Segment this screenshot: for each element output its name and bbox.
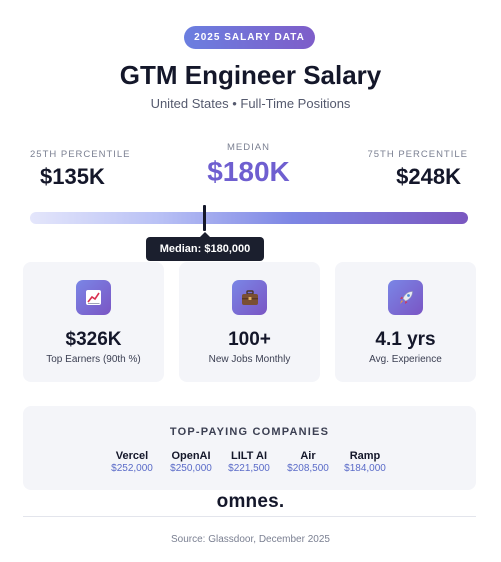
company-name: Ramp (349, 450, 381, 462)
company-name: Air (300, 450, 316, 462)
briefcase-icon (232, 280, 267, 315)
company-item: Vercel $252,000 (97, 450, 167, 474)
stat-label: New Jobs Monthly (208, 354, 291, 365)
company-salary: $184,000 (344, 463, 386, 474)
omnes-logo: omnes. (216, 491, 285, 512)
stat-card-top-earners: $326K Top Earners (90th %) (23, 262, 164, 382)
median-value: $180K (207, 156, 290, 187)
company-name: Vercel (115, 450, 149, 462)
company-salary: $252,000 (111, 463, 153, 474)
company-name: OpenAI (171, 450, 211, 462)
stat-value: $326K (65, 329, 122, 350)
company-item: Air $208,500 (273, 450, 343, 474)
company-salary: $221,500 (228, 463, 270, 474)
median-marker (203, 205, 206, 231)
salary-range-bar (30, 212, 468, 224)
p75-label: 75TH PERCENTILE (367, 149, 468, 160)
page-title: GTM Engineer Salary (119, 60, 382, 90)
stat-card-new-jobs: 100+ New Jobs Monthly (179, 262, 320, 382)
page-subtitle: United States • Full-Time Positions (150, 96, 351, 111)
rocket-icon (388, 280, 423, 315)
company-item: Ramp $184,000 (330, 450, 400, 474)
p25-value: $135K (40, 164, 105, 189)
footer-divider (23, 516, 476, 517)
p75-value: $248K (396, 164, 461, 189)
stat-label: Avg. Experience (369, 354, 442, 365)
median-label: MEDIAN (227, 142, 270, 153)
chart-increasing-icon (76, 280, 111, 315)
p25-label: 25TH PERCENTILE (30, 149, 131, 160)
company-name: LILT AI (230, 450, 268, 462)
companies-title: TOP-PAYING COMPANIES (169, 426, 330, 438)
company-salary: $250,000 (170, 463, 212, 474)
company-item: LILT AI $221,500 (214, 450, 284, 474)
stat-card-experience: 4.1 yrs Avg. Experience (335, 262, 476, 382)
top-paying-companies-panel: TOP-PAYING COMPANIES Vercel $252,000 Ope… (23, 406, 476, 490)
median-tooltip: Median: $180,000 (146, 232, 264, 261)
source-note: Source: Glassdoor, December 2025 (171, 534, 330, 545)
company-item: OpenAI $250,000 (156, 450, 226, 474)
company-salary: $208,500 (287, 463, 329, 474)
stat-value: 100+ (228, 329, 271, 350)
salary-data-badge: 2025 SALARY DATA (184, 26, 315, 49)
stat-value: 4.1 yrs (375, 329, 436, 350)
stat-label: Top Earners (90th %) (46, 354, 141, 365)
